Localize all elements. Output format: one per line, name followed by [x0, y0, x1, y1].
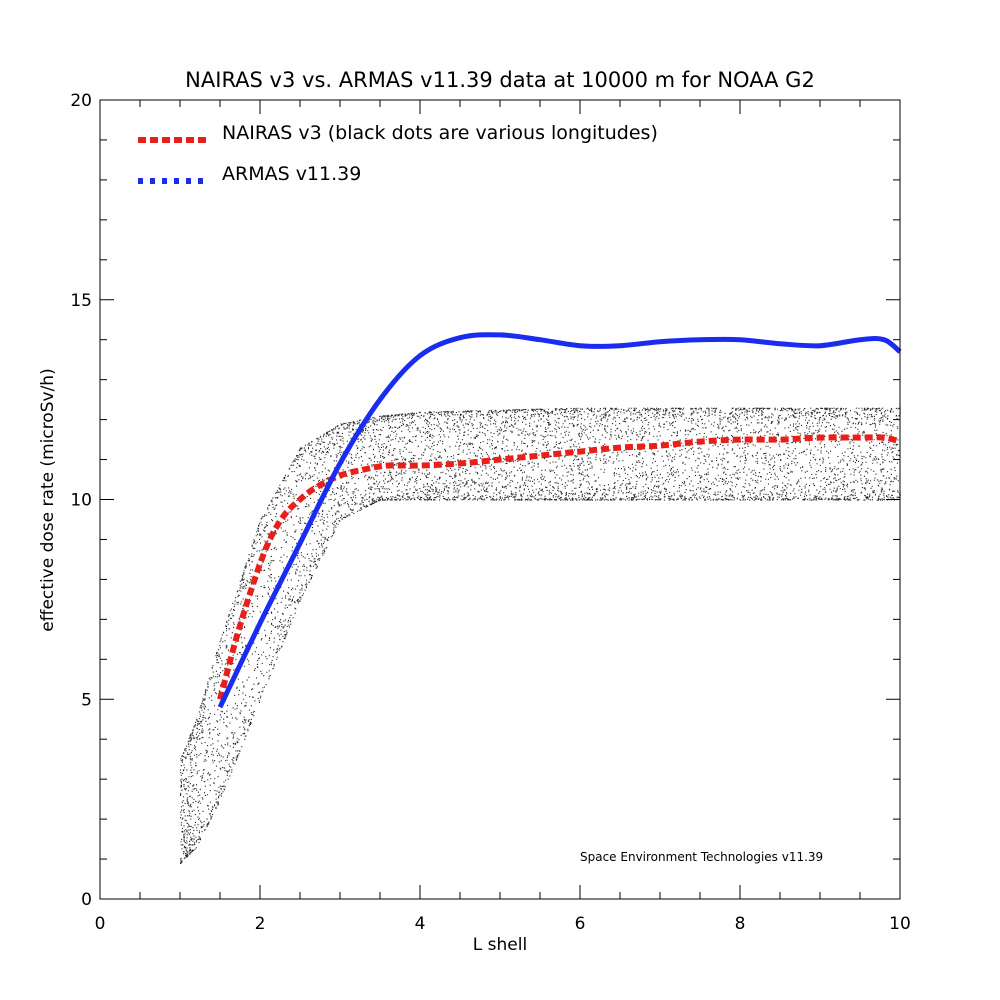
legend-label-nairas: NAIRAS v3 (black dots are various longit… — [222, 122, 658, 144]
series-lines — [217, 332, 902, 709]
y-tick-label: 10 — [70, 491, 92, 511]
legend: NAIRAS v3 (black dots are various longit… — [138, 122, 658, 185]
y-tick-label: 15 — [70, 291, 92, 311]
x-tick-label: 2 — [255, 914, 266, 934]
chart-title: NAIRAS v3 vs. ARMAS v11.39 data at 10000… — [185, 68, 815, 92]
scatter-dots — [180, 407, 901, 864]
x-tick-label: 0 — [95, 914, 106, 934]
y-tick-label: 20 — [70, 91, 92, 111]
series-line-armas — [217, 332, 902, 709]
x-axis-label: L shell — [473, 935, 527, 955]
x-tick-label: 8 — [735, 914, 746, 934]
axis-ticks: 0 2 4 6 8 10 0 5 10 15 20 — [70, 91, 910, 934]
x-tick-label: 4 — [415, 914, 426, 934]
x-tick-label: 10 — [889, 914, 911, 934]
y-tick-label: 5 — [81, 690, 92, 710]
x-tick-label: 6 — [575, 914, 586, 934]
scatter-dot-cloud — [180, 407, 901, 864]
y-axis-label: effective dose rate (microSv/h) — [38, 368, 58, 631]
legend-label-armas: ARMAS v11.39 — [222, 163, 361, 185]
credit-text: Space Environment Technologies v11.39 — [580, 850, 823, 864]
y-tick-label: 0 — [81, 890, 92, 910]
series-line-nairas — [217, 434, 901, 701]
